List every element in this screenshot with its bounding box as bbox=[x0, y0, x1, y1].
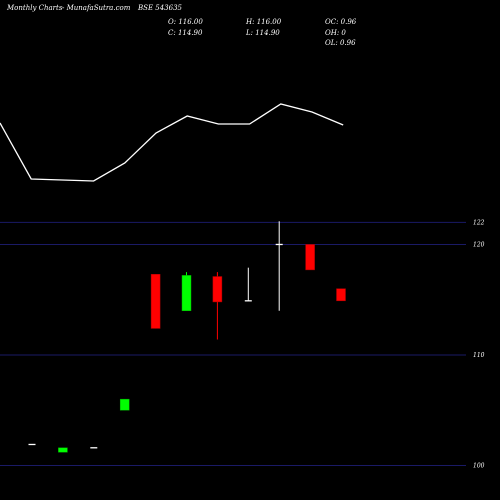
candle bbox=[212, 272, 223, 340]
y-tick-label: 110 bbox=[473, 352, 485, 359]
oc-change-value: OC: 0.96 bbox=[325, 18, 357, 26]
close-value: C: 114.90 bbox=[168, 29, 203, 37]
brand-label: Monthly Charts bbox=[7, 4, 63, 12]
candle-body bbox=[58, 447, 68, 453]
candle bbox=[181, 272, 192, 312]
candle-body bbox=[181, 275, 192, 312]
y-tick-label: 122 bbox=[473, 219, 485, 226]
open-value: O: 116.00 bbox=[168, 18, 203, 26]
low-value: L: 114.90 bbox=[246, 29, 280, 37]
line-layer bbox=[0, 103, 344, 182]
grid-layer: 100 110 120 122 bbox=[0, 219, 485, 469]
candle-body bbox=[212, 276, 223, 303]
oh-change-value: OH: 0 bbox=[325, 29, 346, 37]
high-value: H: 116.00 bbox=[246, 18, 282, 26]
candle bbox=[150, 274, 161, 329]
candle-body bbox=[150, 274, 161, 329]
y-tick-label: 120 bbox=[473, 241, 485, 248]
candle-layer bbox=[28, 221, 346, 453]
ol-change-value: OL: 0.96 bbox=[325, 39, 356, 47]
candle bbox=[305, 244, 315, 271]
y-tick-label: 100 bbox=[473, 462, 485, 469]
candle bbox=[119, 398, 130, 411]
candle-body bbox=[305, 244, 315, 271]
candle bbox=[244, 267, 252, 302]
candle-body bbox=[119, 398, 130, 411]
candle bbox=[58, 447, 68, 453]
site-label: - MunafaSutra.com bbox=[62, 4, 131, 12]
symbol-label: BSE 543635 bbox=[138, 4, 182, 12]
candle bbox=[336, 288, 346, 302]
candle-body bbox=[336, 288, 346, 302]
candle bbox=[275, 221, 283, 311]
overlay-line bbox=[0, 103, 344, 182]
